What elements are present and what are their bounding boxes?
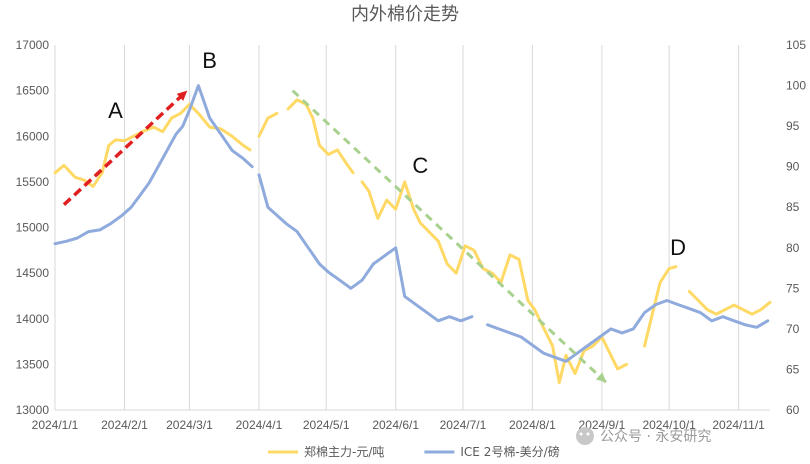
left-tick-label: 14000 <box>16 312 50 326</box>
right-tick-label: 60 <box>786 403 800 417</box>
right-tick-label: 80 <box>786 241 800 255</box>
series-layer <box>53 84 772 385</box>
grid-layer <box>54 45 740 410</box>
x-tick-label: 2024/4/1 <box>236 418 283 432</box>
left-tick-label: 13000 <box>16 403 50 417</box>
x-tick-label: 2024/6/1 <box>372 418 419 432</box>
x-tick-label: 2024/7/1 <box>440 418 487 432</box>
left-tick-label: 15000 <box>16 221 50 235</box>
x-axis: 2024/1/1 2024/2/1 2024/3/1 2024/4/1 2024/5/1… <box>32 409 770 432</box>
trend-arrow-head <box>176 90 188 101</box>
x-tick-label: 2024/2/1 <box>101 418 148 432</box>
watermark: 公众号 · 永安研究 <box>576 427 711 445</box>
right-tick-label: 95 <box>786 119 800 133</box>
annotation-label-b: B <box>202 48 217 73</box>
wechat-icon <box>576 427 594 445</box>
watermark-text: 公众号 · 永安研究 <box>600 429 711 445</box>
left-tick-label: 17000 <box>16 38 50 52</box>
right-tick-label: 70 <box>786 322 800 336</box>
annotation-label-d: D <box>670 235 686 260</box>
x-tick-label: 2024/8/1 <box>509 418 556 432</box>
trend-arrows <box>62 89 608 384</box>
legend-label: ICE 2号棉-美分/磅 <box>460 444 559 459</box>
left-tick-label: 13500 <box>16 357 50 371</box>
annotations: A B C D <box>108 48 686 260</box>
x-tick-label: 2024/11/1 <box>712 418 765 432</box>
wechat-icon-eye-left <box>579 432 583 436</box>
x-tick-label: 2024/9/1 <box>579 418 626 432</box>
right-tick-label: 100 <box>786 79 806 93</box>
left-tick-label: 15500 <box>16 175 50 189</box>
right-axis: 60 65 70 75 80 85 90 95 100 105 <box>786 38 806 417</box>
series-line-zce-cotton <box>53 98 772 385</box>
chart-title: 内外棉价走势 <box>351 4 459 25</box>
right-tick-label: 65 <box>786 362 800 376</box>
annotation-label-a: A <box>108 98 123 123</box>
x-tick-label: 2024/3/1 <box>166 418 213 432</box>
right-tick-label: 75 <box>786 281 800 295</box>
trend-arrow-head <box>595 372 607 383</box>
left-tick-label: 16000 <box>16 129 50 143</box>
right-tick-label: 90 <box>786 160 800 174</box>
legend: 郑棉主力-元/吨 ICE 2号棉-美分/磅 <box>268 444 560 459</box>
left-tick-label: 14500 <box>16 266 50 280</box>
trend-arrow-line <box>291 89 608 384</box>
right-tick-label: 85 <box>786 200 800 214</box>
wechat-icon-eye-right <box>586 432 590 436</box>
x-tick-label: 2024/1/1 <box>32 418 79 432</box>
right-tick-label: 105 <box>786 38 806 52</box>
left-axis: 13000 13500 14000 14500 15000 15500 16000 16500… <box>16 38 50 417</box>
legend-label: 郑棉主力-元/吨 <box>304 444 384 459</box>
left-tick-label: 16500 <box>16 84 50 98</box>
x-tick-label: 2024/5/1 <box>303 418 350 432</box>
x-tick-label: 2024/10/1 <box>642 418 696 432</box>
annotation-label-c: C <box>412 153 428 178</box>
series-line-ice-cotton <box>53 84 770 363</box>
